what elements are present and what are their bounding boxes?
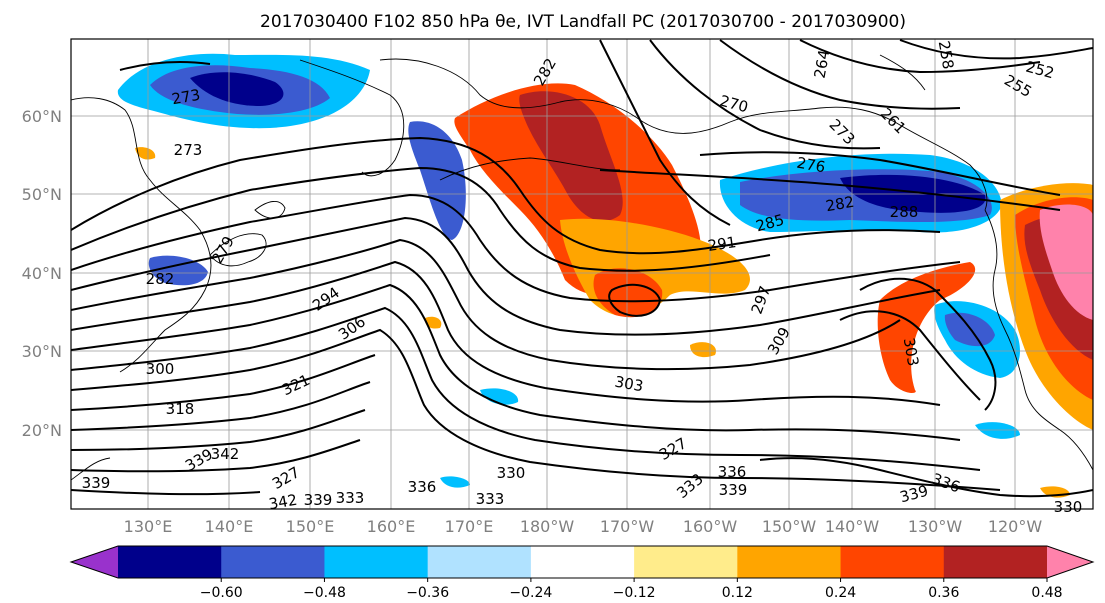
colorbar-tick-label: −0.12 bbox=[613, 585, 656, 601]
lon-tick-label: 160°W bbox=[683, 517, 738, 536]
lat-tick-label: 60°N bbox=[22, 107, 62, 126]
lon-tick-label: 170°W bbox=[600, 517, 655, 536]
contour-label: 273 bbox=[170, 86, 201, 109]
shade-navy-nw bbox=[190, 72, 284, 106]
shade-red-coast bbox=[877, 262, 976, 393]
shade-orange-s3 bbox=[424, 316, 442, 329]
colorbar-tick-label: −0.60 bbox=[200, 585, 243, 601]
colorbar-tick-label: 0.48 bbox=[1031, 585, 1062, 601]
shade-blue-sw bbox=[480, 388, 519, 405]
contour-label: 264 bbox=[811, 48, 834, 79]
lon-tick-label: 140°E bbox=[205, 517, 254, 536]
colorbar-segment bbox=[324, 546, 429, 578]
lon-tick-label: 150°W bbox=[762, 517, 817, 536]
lat-axis: 20°N 30°N 40°N 50°N 60°N bbox=[22, 107, 62, 440]
colorbar-segment bbox=[737, 546, 842, 578]
theta-e-contours bbox=[71, 39, 1093, 498]
contour-label: 336 bbox=[408, 478, 437, 496]
lon-tick-label: 170°E bbox=[445, 517, 494, 536]
colorbar-segment bbox=[634, 546, 738, 578]
colorbar-segment bbox=[427, 546, 532, 578]
shade-red-blob bbox=[593, 268, 663, 318]
colorbar: −0.60 −0.48 −0.36 −0.24 −0.12 0.12 0.24 0.36 0.4… bbox=[69, 545, 1095, 601]
lat-tick-label: 40°N bbox=[22, 264, 62, 283]
colorbar-extend-max bbox=[1047, 546, 1093, 578]
colorbar-segment bbox=[221, 546, 325, 578]
contour-label: 333 bbox=[476, 490, 505, 508]
colorbar-segment bbox=[840, 546, 945, 578]
contour-label: 282 bbox=[824, 193, 855, 216]
colorbar-segments bbox=[69, 545, 1095, 579]
contour-label: 303 bbox=[613, 373, 644, 396]
colorbar-tick-label: 0.36 bbox=[928, 585, 959, 601]
pc-shading bbox=[117, 53, 1093, 498]
contour-label: 333 bbox=[336, 489, 365, 507]
colorbar-segment bbox=[118, 546, 222, 578]
shade-orange-s1 bbox=[690, 342, 716, 358]
contour-label: 291 bbox=[707, 233, 738, 255]
contour-label: 300 bbox=[146, 360, 175, 378]
shade-blue-japan bbox=[148, 255, 208, 286]
colorbar-tick-label: 0.24 bbox=[825, 585, 856, 601]
lat-tick-label: 30°N bbox=[22, 342, 62, 361]
contour-label: 282 bbox=[146, 270, 175, 288]
lat-tick-label: 50°N bbox=[22, 185, 62, 204]
contour-label: 342 bbox=[267, 491, 298, 514]
lon-tick-label: 150°E bbox=[286, 517, 335, 536]
colorbar-ticks: −0.60 −0.48 −0.36 −0.24 −0.12 0.12 0.24 0.36 0.4… bbox=[200, 578, 1063, 601]
colorbar-outline bbox=[69, 545, 1095, 579]
gridlines bbox=[71, 39, 1093, 509]
map-frame bbox=[70, 38, 1094, 510]
lon-tick-label: 120°W bbox=[988, 517, 1043, 536]
shade-pink-ne bbox=[1039, 204, 1093, 320]
lon-tick-label: 160°E bbox=[367, 517, 416, 536]
contour-label: 339 bbox=[304, 491, 333, 509]
colorbar-segment bbox=[530, 546, 635, 578]
lon-tick-label: 130°E bbox=[124, 517, 173, 536]
contour-label: 336 bbox=[718, 463, 747, 481]
contour-label: 339 bbox=[82, 474, 111, 492]
contour-label: 330 bbox=[1054, 498, 1083, 516]
contour-label: 339 bbox=[719, 481, 748, 499]
colorbar-tick-label: 0.12 bbox=[722, 585, 753, 601]
shade-blue-s5 bbox=[440, 476, 470, 488]
shade-blue-kam bbox=[408, 121, 466, 240]
contour-label: 318 bbox=[166, 400, 195, 418]
colorbar-segment bbox=[943, 546, 1048, 578]
lon-tick-label: 140°W bbox=[825, 517, 880, 536]
colorbar-tick-label: −0.48 bbox=[303, 585, 346, 601]
contour-label: 303 bbox=[900, 336, 923, 367]
contour-label: 288 bbox=[890, 203, 919, 221]
contour-label: 330 bbox=[497, 464, 526, 482]
colorbar-tick-label: −0.36 bbox=[406, 585, 449, 601]
figure-title: 2017030400 F102 850 hPa θe, IVT Landfall… bbox=[260, 12, 906, 32]
colorbar-tick-label: −0.24 bbox=[509, 585, 552, 601]
shade-darkred-gulf bbox=[519, 91, 623, 222]
lon-tick-label: 180°W bbox=[520, 517, 575, 536]
shade-blue-s2 bbox=[975, 422, 1020, 439]
contour-label: 273 bbox=[174, 141, 203, 159]
lon-axis: 130°E 140°E 150°E 160°E 170°E 180°W 170°… bbox=[124, 517, 1043, 536]
contour-label: 258 bbox=[935, 39, 958, 70]
shade-orange-s4 bbox=[135, 147, 156, 160]
contour-label: 342 bbox=[211, 445, 240, 463]
lon-tick-label: 130°W bbox=[908, 517, 963, 536]
contour-label: 276 bbox=[795, 154, 826, 177]
lat-tick-label: 20°N bbox=[22, 421, 62, 440]
colorbar-extend-min bbox=[71, 546, 118, 578]
